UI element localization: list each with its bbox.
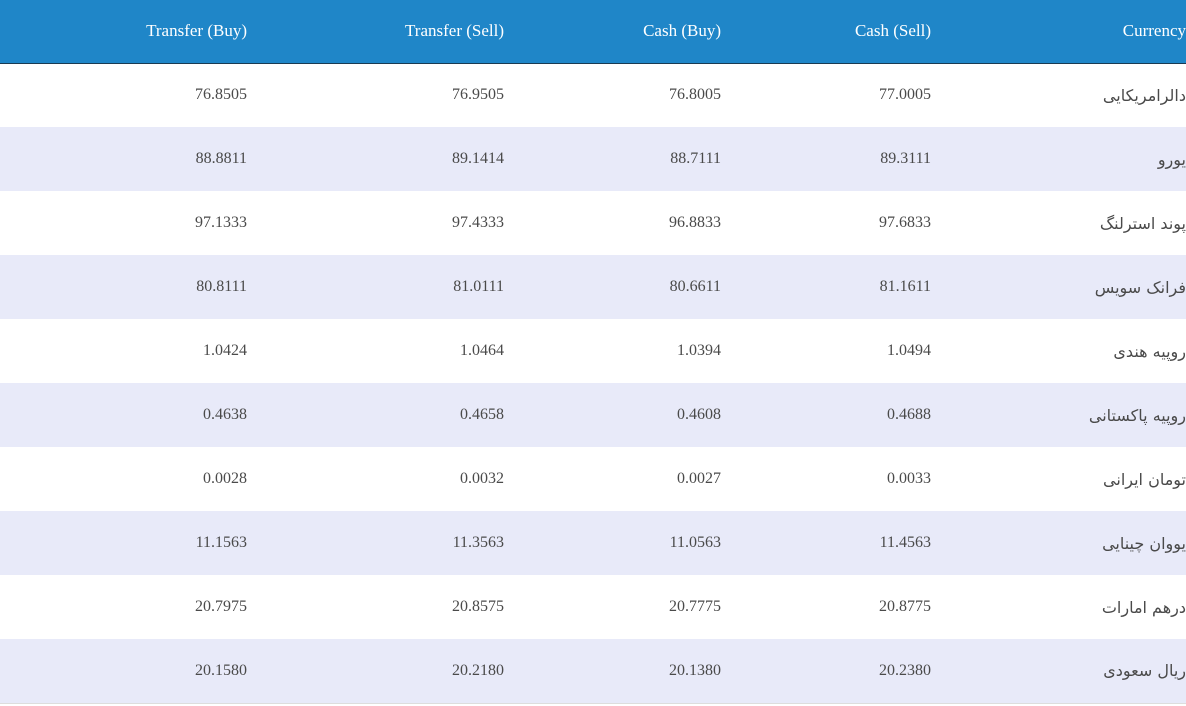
cash-buy-cell: 20.1380 <box>504 639 721 704</box>
cash-sell-cell: 1.0494 <box>887 342 931 359</box>
cash-sell-cell: 89.3111 <box>880 150 931 167</box>
currency-name-cell: درهم امارات <box>1101 597 1186 617</box>
table-row: 20.1580 20.2180 20.1380 20.2380 ریال سعو… <box>0 639 1186 704</box>
transfer-buy-cell: 76.8505 <box>195 86 247 104</box>
cash-sell-cell: 77.0005 <box>879 86 931 104</box>
transfer-sell-cell: 97.4333 <box>452 214 504 231</box>
table-row: 0.4638 0.4658 0.4608 0.4688 روپیه پاکستا… <box>0 383 1186 447</box>
transfer-sell-cell: 0.0032 <box>460 470 504 487</box>
cash-sell-cell: 0.0033 <box>887 470 931 487</box>
cash-sell-cell: 20.2380 <box>721 639 931 704</box>
table-body: 76.8505 76.9505 76.8005 77.0005 دالرامری… <box>0 63 1186 704</box>
table-row: 11.1563 11.3563 11.0563 11.4563 یووان چی… <box>0 511 1186 575</box>
transfer-buy-cell: 11.1563 <box>195 534 247 551</box>
currency-name-cell: تومان ایرانی <box>1103 469 1186 489</box>
table-row: 76.8505 76.9505 76.8005 77.0005 دالرامری… <box>0 63 1186 127</box>
transfer-buy-cell: 1.0424 <box>203 342 247 359</box>
cash-buy-cell: 88.7111 <box>670 150 721 167</box>
cash-buy-cell: 0.0027 <box>677 470 721 487</box>
transfer-sell-cell: 20.8575 <box>452 598 504 615</box>
currency-name-cell: یووان چینایی <box>1102 533 1186 553</box>
table-row: 0.0028 0.0032 0.0027 0.0033 تومان ایرانی <box>0 447 1186 511</box>
header-transfer-buy[interactable]: Transfer (Buy) <box>0 0 247 64</box>
currency-name-cell: روپیه پاکستانی <box>1088 405 1186 425</box>
currency-name-cell: پوند استرلنگ <box>1099 213 1186 233</box>
currency-name-cell: ریال سعودی <box>931 639 1186 704</box>
cash-buy-cell: 96.8833 <box>669 214 721 231</box>
cash-buy-cell: 11.0563 <box>669 534 721 551</box>
transfer-sell-cell: 20.2180 <box>247 639 504 704</box>
header-currency[interactable]: Currency <box>931 0 1186 64</box>
transfer-buy-cell: 0.4638 <box>203 406 247 423</box>
transfer-buy-cell: 97.1333 <box>195 214 247 231</box>
table-row: 80.8111 81.0111 80.6611 81.1611 فرانک سو… <box>0 255 1186 319</box>
transfer-sell-cell: 89.1414 <box>452 150 504 167</box>
cash-sell-cell: 20.8775 <box>879 598 931 615</box>
transfer-buy-cell: 0.0028 <box>203 470 247 487</box>
cash-buy-cell: 80.6611 <box>669 278 721 295</box>
table-row: 20.7975 20.8575 20.7775 20.8775 درهم اما… <box>0 575 1186 639</box>
transfer-sell-cell: 0.4658 <box>460 406 504 423</box>
transfer-sell-cell: 11.3563 <box>452 534 504 551</box>
transfer-sell-cell: 1.0464 <box>460 342 504 359</box>
transfer-sell-cell: 81.0111 <box>453 278 504 295</box>
cash-sell-cell: 0.4688 <box>887 406 931 423</box>
header-cash-sell[interactable]: Cash (Sell) <box>721 0 931 64</box>
transfer-sell-cell: 76.9505 <box>452 86 504 104</box>
transfer-buy-cell: 20.7975 <box>195 598 247 615</box>
transfer-buy-cell: 80.8111 <box>196 278 247 295</box>
table-header: Transfer (Buy) Transfer (Sell) Cash (Buy… <box>0 0 1186 64</box>
table-row: 88.8811 89.1414 88.7111 89.3111 یورو <box>0 127 1186 191</box>
currency-name-cell: دالرامریکایی <box>1102 85 1186 105</box>
cash-sell-cell: 97.6833 <box>879 214 931 231</box>
cash-buy-cell: 76.8005 <box>669 86 721 104</box>
cash-sell-cell: 81.1611 <box>879 278 931 295</box>
currency-name-cell: روپیه هندی <box>1113 341 1186 361</box>
cash-buy-cell: 20.7775 <box>669 598 721 615</box>
cash-buy-cell: 0.4608 <box>677 406 721 423</box>
header-row: Transfer (Buy) Transfer (Sell) Cash (Buy… <box>0 0 1186 64</box>
header-cash-buy[interactable]: Cash (Buy) <box>504 0 721 64</box>
table-row: 1.0424 1.0464 1.0394 1.0494 روپیه هندی <box>0 319 1186 383</box>
transfer-buy-cell: 20.1580 <box>0 639 247 704</box>
cash-sell-cell: 11.4563 <box>879 534 931 551</box>
currency-name-cell: فرانک سویس <box>1094 277 1186 297</box>
table-row: 97.1333 97.4333 96.8833 97.6833 پوند است… <box>0 191 1186 255</box>
cash-buy-cell: 1.0394 <box>677 342 721 359</box>
transfer-buy-cell: 88.8811 <box>195 150 247 167</box>
header-transfer-sell[interactable]: Transfer (Sell) <box>247 0 504 64</box>
currency-name-cell: یورو <box>1157 149 1186 169</box>
